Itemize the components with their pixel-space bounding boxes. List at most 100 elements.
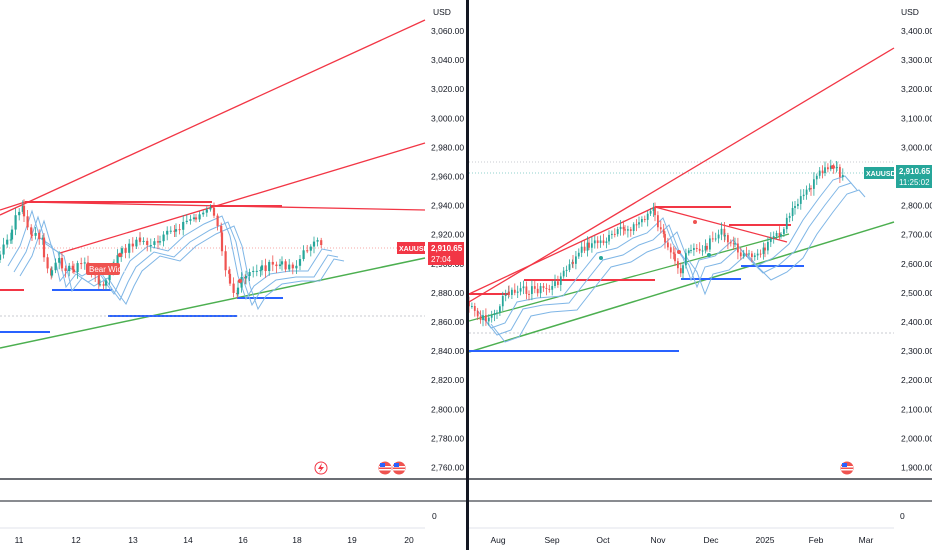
right-candle[interactable] bbox=[499, 306, 501, 313]
right-candle[interactable] bbox=[643, 219, 646, 221]
left-candle[interactable] bbox=[142, 240, 145, 242]
right-candle[interactable] bbox=[528, 293, 530, 295]
right-candle[interactable] bbox=[783, 229, 785, 235]
left-candle[interactable] bbox=[58, 257, 61, 263]
right-candles[interactable] bbox=[469, 159, 844, 327]
lightning-icon[interactable] bbox=[314, 461, 328, 475]
right-candle[interactable] bbox=[522, 286, 525, 289]
upper-trend-line[interactable] bbox=[0, 19, 426, 216]
left-candle[interactable] bbox=[312, 241, 316, 247]
right-candle[interactable] bbox=[690, 249, 692, 251]
right-candle[interactable] bbox=[772, 236, 775, 239]
left-candle[interactable] bbox=[209, 207, 212, 210]
right-candle[interactable] bbox=[627, 229, 629, 231]
right-candle[interactable] bbox=[729, 242, 732, 244]
left-candle[interactable] bbox=[54, 262, 57, 271]
left-candle[interactable] bbox=[194, 217, 198, 220]
right-price-label[interactable]: XAUUSD 2,910.65 11:25:02 bbox=[864, 165, 932, 188]
right-candle[interactable] bbox=[562, 270, 565, 277]
left-candle[interactable] bbox=[149, 244, 152, 246]
right-candle[interactable] bbox=[794, 206, 796, 208]
left-candle[interactable] bbox=[76, 263, 79, 273]
left-candle[interactable] bbox=[124, 248, 127, 253]
right-upper-trend-line[interactable] bbox=[469, 47, 895, 303]
left-candle[interactable] bbox=[50, 270, 54, 276]
right-candle[interactable] bbox=[479, 316, 482, 321]
right-candle[interactable] bbox=[596, 240, 599, 244]
right-candle[interactable] bbox=[646, 213, 649, 220]
left-candle[interactable] bbox=[271, 261, 274, 265]
right-candle[interactable] bbox=[559, 276, 562, 285]
right-candle[interactable] bbox=[508, 291, 510, 295]
right-candle[interactable] bbox=[586, 242, 589, 251]
right-candle[interactable] bbox=[602, 240, 605, 243]
right-candle[interactable] bbox=[742, 253, 745, 257]
left-candle[interactable] bbox=[174, 229, 178, 232]
right-candle[interactable] bbox=[662, 229, 665, 234]
right-candle[interactable] bbox=[622, 226, 625, 230]
right-candle[interactable] bbox=[780, 234, 782, 237]
right-candle[interactable] bbox=[674, 253, 676, 262]
right-candle[interactable] bbox=[471, 305, 473, 307]
left-candle[interactable] bbox=[288, 264, 291, 270]
right-candle[interactable] bbox=[525, 286, 528, 294]
left-candle[interactable] bbox=[41, 237, 44, 240]
right-candle[interactable] bbox=[641, 219, 643, 223]
right-candle[interactable] bbox=[539, 286, 542, 294]
left-candle[interactable] bbox=[220, 225, 223, 233]
left-candle[interactable] bbox=[252, 270, 255, 273]
right-candle[interactable] bbox=[778, 233, 781, 237]
left-candle[interactable] bbox=[259, 270, 262, 272]
right-candle[interactable] bbox=[482, 315, 484, 321]
left-candle[interactable] bbox=[255, 270, 258, 272]
right-candle[interactable] bbox=[693, 247, 695, 250]
right-red-slope-2[interactable] bbox=[469, 206, 656, 295]
left-candle[interactable] bbox=[162, 234, 165, 242]
right-candle[interactable] bbox=[516, 291, 519, 293]
right-candle[interactable] bbox=[739, 252, 742, 257]
left-candle[interactable] bbox=[236, 287, 240, 295]
left-candle[interactable] bbox=[224, 251, 227, 271]
right-candle[interactable] bbox=[679, 268, 682, 274]
left-candle[interactable] bbox=[295, 265, 298, 269]
right-candle[interactable] bbox=[657, 215, 659, 228]
right-candle[interactable] bbox=[591, 243, 593, 248]
right-candle[interactable] bbox=[496, 312, 498, 314]
right-candle[interactable] bbox=[580, 246, 583, 253]
right-candle[interactable] bbox=[724, 235, 726, 237]
left-candle[interactable] bbox=[72, 269, 76, 273]
right-red-slope[interactable] bbox=[654, 206, 788, 243]
right-candle[interactable] bbox=[815, 175, 818, 180]
left-candle[interactable] bbox=[182, 221, 185, 230]
left-candle[interactable] bbox=[153, 241, 156, 245]
left-candle[interactable] bbox=[38, 232, 41, 240]
left-candle[interactable] bbox=[268, 261, 271, 272]
left-candle[interactable] bbox=[284, 261, 287, 270]
right-candle[interactable] bbox=[572, 261, 574, 264]
right-candle[interactable] bbox=[493, 313, 496, 316]
us-flag-icon[interactable] bbox=[840, 461, 854, 475]
right-candle[interactable] bbox=[616, 229, 619, 235]
right-candle[interactable] bbox=[764, 247, 766, 251]
left-candle[interactable] bbox=[22, 205, 26, 217]
right-candle[interactable] bbox=[487, 317, 490, 322]
right-candle[interactable] bbox=[531, 286, 533, 295]
left-candle[interactable] bbox=[302, 250, 305, 260]
right-candle[interactable] bbox=[469, 301, 470, 307]
right-candle[interactable] bbox=[629, 229, 632, 231]
left-candle[interactable] bbox=[116, 255, 119, 266]
right-candle[interactable] bbox=[797, 203, 799, 207]
right-candle[interactable] bbox=[769, 238, 772, 242]
left-candle[interactable] bbox=[202, 212, 205, 215]
right-candle[interactable] bbox=[664, 233, 666, 243]
right-candle[interactable] bbox=[649, 210, 652, 214]
right-candle[interactable] bbox=[501, 295, 504, 307]
right-green-trend-line[interactable] bbox=[469, 221, 895, 353]
right-candle[interactable] bbox=[542, 286, 545, 288]
left-candle[interactable] bbox=[80, 263, 83, 265]
right-candle[interactable] bbox=[476, 310, 479, 317]
right-candle[interactable] bbox=[785, 217, 788, 230]
right-candle[interactable] bbox=[734, 243, 736, 245]
left-candle[interactable] bbox=[68, 265, 71, 272]
left-candles[interactable] bbox=[0, 199, 323, 299]
